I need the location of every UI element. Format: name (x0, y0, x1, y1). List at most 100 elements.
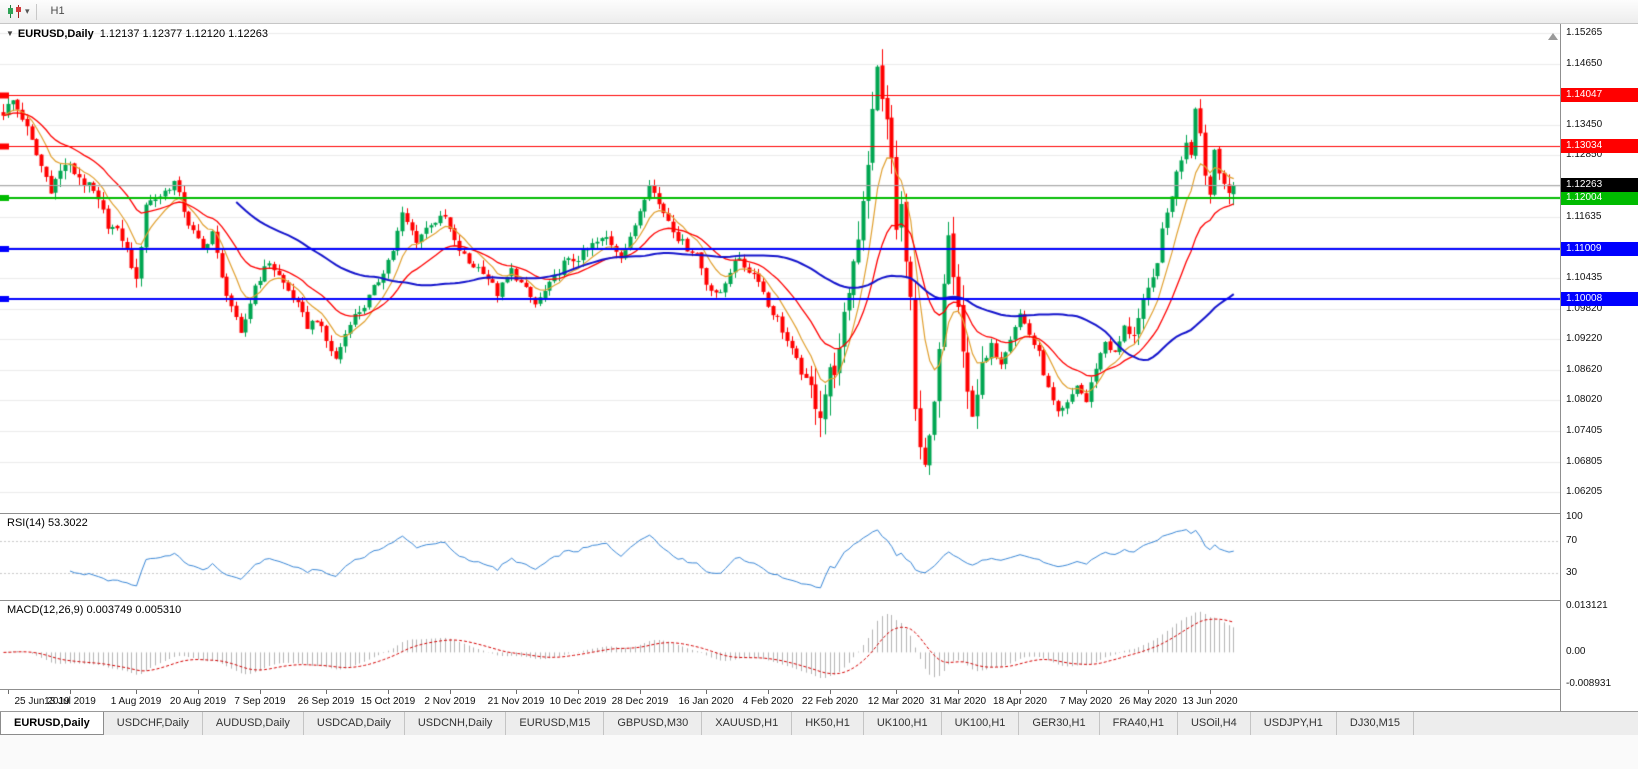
macd-tick-label: -0.008931 (1566, 678, 1612, 689)
time-tick (958, 690, 959, 694)
chart-tab-ger30-h1[interactable]: GER30,H1 (1019, 712, 1100, 735)
date-label: 4 Feb 2020 (742, 696, 794, 707)
chart-tab-usdjpy-h1[interactable]: USDJPY,H1 (1250, 712, 1337, 735)
panel-separator[interactable] (0, 600, 1638, 601)
time-tick (326, 690, 327, 694)
date-label: 25 Jun 2019 (14, 696, 70, 707)
collapse-arrow-icon[interactable]: ▼ (6, 29, 14, 38)
rsi-tick-label: 70 (1566, 535, 1578, 546)
price-tick-label: 1.08020 (1566, 394, 1603, 405)
chart-window: ▼ EURUSD,Daily 1.12137 1.12377 1.12120 1.1… (0, 24, 1638, 711)
macd-label: MACD(12,26,9) 0.003749 0.005310 (7, 604, 182, 616)
time-tick (830, 690, 831, 694)
current-price-tag: 1.12263 (1561, 178, 1638, 192)
time-tick (896, 690, 897, 694)
timeframe-toolbar: ▾ M1M5M15M30H1H4D1W1MN (0, 0, 1638, 93)
price-level-tag: 1.10008 (1561, 292, 1638, 306)
time-tick (260, 690, 261, 694)
date-label: 18 Apr 2020 (993, 696, 1047, 707)
chart-tab-hk50-h1[interactable]: HK50,H1 (792, 712, 864, 735)
time-tick (1086, 690, 1087, 694)
date-label: 13 Jul 2019 (44, 696, 96, 707)
price-tick-label: 1.14650 (1566, 58, 1603, 69)
price-level-tag: 1.11009 (1561, 242, 1638, 256)
date-label: 20 Aug 2019 (169, 696, 227, 707)
rsi-label: RSI(14) 53.3022 (7, 517, 88, 529)
date-label: 16 Jan 2020 (678, 696, 734, 707)
chart-tab-eurusd-m15[interactable]: EURUSD,M15 (506, 712, 605, 735)
time-tick (578, 690, 579, 694)
time-tick (768, 690, 769, 694)
chart-type-icon[interactable] (5, 3, 24, 20)
date-label: 1 Aug 2019 (110, 696, 162, 707)
panel-separator (0, 689, 1638, 690)
price-axis[interactable]: 1.152651.146501.140401.134501.128501.122… (1560, 24, 1638, 711)
date-label: 13 Jun 2020 (1182, 696, 1238, 707)
status-area (0, 735, 1638, 769)
time-tick (198, 690, 199, 694)
chart-tab-usdcad-daily[interactable]: USDCAD,Daily (303, 712, 405, 735)
date-label: 28 Dec 2019 (611, 696, 669, 707)
chart-tab-xauusd-h1[interactable]: XAUUSD,H1 (702, 712, 793, 735)
time-tick (1020, 690, 1021, 694)
time-tick (8, 690, 9, 694)
price-tick-label: 1.08620 (1566, 364, 1603, 375)
chart-tab-uk100-h1[interactable]: UK100,H1 (941, 712, 1020, 735)
rsi-tick-label: 100 (1566, 511, 1583, 522)
price-tick-label: 1.15265 (1566, 27, 1603, 38)
price-level-tag: 1.13034 (1561, 139, 1638, 153)
chart-title: ▼ EURUSD,Daily 1.12137 1.12377 1.12120 1.1… (6, 28, 268, 40)
date-label: 7 Sep 2019 (234, 696, 286, 707)
toolbar-separator (35, 3, 37, 20)
date-label: 2 Nov 2019 (424, 696, 476, 707)
time-tick (1148, 690, 1149, 694)
date-label: 31 Mar 2020 (929, 696, 987, 707)
time-tick (706, 690, 707, 694)
chart-tab-dj30-m15[interactable]: DJ30,M15 (1336, 712, 1415, 735)
price-tick-label: 1.13450 (1566, 119, 1603, 130)
time-tick (136, 690, 137, 694)
panel-separator[interactable] (0, 513, 1638, 514)
rsi-tick-label: 30 (1566, 567, 1578, 578)
macd-tick-label: 0.00 (1566, 646, 1586, 657)
date-label: 7 May 2020 (1059, 696, 1113, 707)
price-tick-label: 1.06205 (1566, 486, 1603, 497)
timeframe-button-h1[interactable]: H1 (50, 5, 65, 17)
price-tick-label: 1.06805 (1566, 456, 1603, 467)
chart-ohlc-values: 1.12137 1.12377 1.12120 1.12263 (99, 28, 268, 40)
rsi-indicator-canvas[interactable] (0, 514, 1560, 600)
date-label: 26 Sep 2019 (297, 696, 355, 707)
price-chart-canvas[interactable] (0, 24, 1560, 513)
price-tick-label: 1.12850 (1566, 149, 1603, 160)
chart-tab-gbpusd-m30[interactable]: GBPUSD,M30 (604, 712, 703, 735)
time-tick (388, 690, 389, 694)
price-level-tag: 1.12004 (1561, 191, 1638, 205)
time-tick (450, 690, 451, 694)
macd-tick-label: 0.013121 (1566, 600, 1608, 611)
price-tick-label: 1.09220 (1566, 333, 1603, 344)
chart-tab-eurusd-daily[interactable]: EURUSD,Daily (0, 712, 104, 735)
time-tick (1210, 690, 1211, 694)
chart-tab-audusd-daily[interactable]: AUDUSD,Daily (202, 712, 304, 735)
date-label: 12 Mar 2020 (867, 696, 925, 707)
price-tick-label: 1.10435 (1566, 272, 1603, 283)
time-tick (70, 690, 71, 694)
chevron-down-icon[interactable]: ▾ (25, 6, 30, 16)
macd-indicator-canvas[interactable] (0, 601, 1560, 689)
date-label: 22 Feb 2020 (801, 696, 859, 707)
date-label: 21 Nov 2019 (487, 696, 545, 707)
chart-tab-usdcnh-daily[interactable]: USDCNH,Daily (404, 712, 507, 735)
time-axis[interactable]: 25 Jun 2019 13 Jul 2019 1 Aug 2019 20 Aug 2… (0, 690, 1560, 711)
chart-tab-usdchf-daily[interactable]: USDCHF,Daily (103, 712, 203, 735)
chart-tab-fra40-h1[interactable]: FRA40,H1 (1099, 712, 1178, 735)
chart-tab-usoil-h4[interactable]: USOil,H4 (1177, 712, 1251, 735)
chart-tab-uk100-h1[interactable]: UK100,H1 (863, 712, 942, 735)
chart-symbol-period: EURUSD,Daily (17, 28, 94, 40)
price-tick-label: 1.09820 (1566, 303, 1603, 314)
price-level-tag: 1.14047 (1561, 88, 1638, 102)
time-tick (640, 690, 641, 694)
date-label: 10 Dec 2019 (549, 696, 607, 707)
price-tick-label: 1.11635 (1566, 211, 1602, 222)
time-tick (516, 690, 517, 694)
